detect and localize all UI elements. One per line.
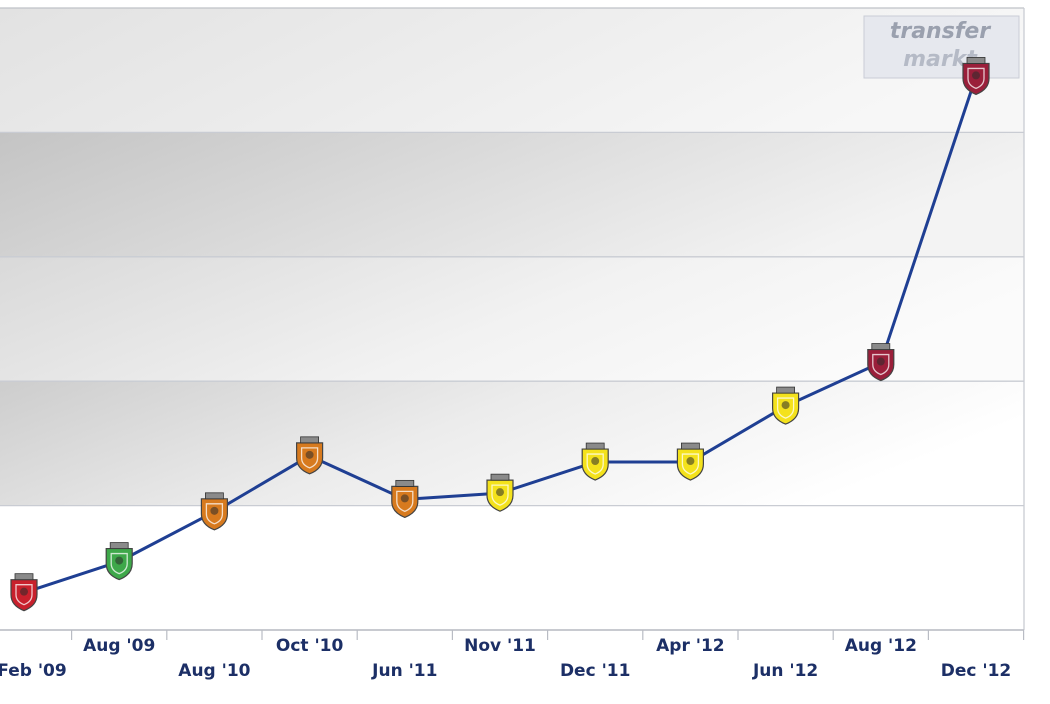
watermark-line1: transfer bbox=[890, 19, 991, 44]
badge-crown bbox=[109, 542, 129, 549]
x-tick-label: Aug '10 bbox=[178, 661, 250, 681]
data-point-braga-red-white bbox=[10, 573, 38, 612]
club-badge-inner bbox=[681, 453, 700, 475]
x-tick-label: Dec '11 bbox=[560, 661, 631, 681]
background-band bbox=[0, 256, 1024, 382]
data-point-vaslui-yellow bbox=[486, 473, 514, 512]
badge-crown bbox=[681, 442, 700, 450]
x-tick-label: Nov '11 bbox=[464, 636, 536, 656]
data-point-vaslui-yellow bbox=[676, 442, 705, 481]
badge-crown bbox=[395, 479, 415, 487]
data-point-rio-ave-orange bbox=[391, 479, 419, 519]
club-badge-inner bbox=[110, 552, 128, 575]
badge-emblem bbox=[305, 450, 314, 459]
badge-emblem bbox=[496, 488, 504, 497]
x-tick-label: Feb '09 bbox=[0, 661, 67, 681]
club-badge-inner bbox=[967, 67, 985, 90]
watermark-box bbox=[863, 15, 1020, 79]
background-band bbox=[0, 8, 1024, 133]
club-badge-inner bbox=[396, 490, 414, 513]
badge-crown bbox=[204, 492, 224, 500]
watermark-logo: transfer markt bbox=[863, 15, 1020, 79]
club-badge-inner bbox=[872, 353, 890, 376]
badge-emblem bbox=[972, 71, 980, 80]
badge-crown bbox=[585, 442, 605, 450]
badge-emblem bbox=[686, 457, 695, 466]
x-tick-labels: Feb '09 Aug '09 Aug '10 Oct '10 Jun '11 Nov '… bbox=[0, 636, 1011, 681]
club-badge-inner bbox=[491, 484, 509, 506]
background-band bbox=[0, 132, 1024, 258]
badge-crown bbox=[300, 436, 320, 444]
x-tick-label: Aug '12 bbox=[845, 636, 917, 656]
badge-emblem bbox=[115, 556, 124, 565]
data-point-cfr-cluj-maroon bbox=[867, 343, 895, 382]
badge-emblem bbox=[876, 357, 885, 366]
badge-emblem bbox=[591, 457, 600, 466]
badge-crown bbox=[776, 386, 795, 394]
badge-crown bbox=[966, 57, 986, 64]
data-point-vaslui-yellow bbox=[581, 442, 609, 481]
data-point-vaslui-yellow bbox=[771, 386, 800, 425]
x-axis bbox=[0, 629, 1025, 640]
data-point-rio-ave-orange bbox=[296, 436, 324, 475]
x-tick-label: Dec '12 bbox=[941, 661, 1012, 681]
club-badge-inner bbox=[776, 397, 795, 419]
club-badge-inner bbox=[15, 584, 33, 606]
club-badge-inner bbox=[205, 503, 224, 525]
badge-crown bbox=[871, 343, 891, 350]
badge-emblem bbox=[781, 401, 790, 410]
data-point-setubal-green bbox=[105, 542, 133, 581]
club-badge-inner bbox=[300, 447, 319, 469]
badge-crown bbox=[14, 573, 34, 581]
plot-background bbox=[0, 8, 1024, 631]
x-tick-label: Apr '12 bbox=[656, 636, 725, 656]
data-point-rio-ave-orange bbox=[200, 492, 228, 531]
data-points bbox=[10, 57, 990, 612]
x-tick-label: Jun '12 bbox=[752, 661, 818, 681]
data-point-cfr-cluj-maroon bbox=[962, 57, 990, 96]
badge-emblem bbox=[210, 506, 219, 515]
club-badge-inner bbox=[586, 453, 604, 475]
x-tick-label: Oct '10 bbox=[276, 636, 344, 656]
badge-emblem bbox=[20, 587, 28, 596]
x-tick-label: Jun '11 bbox=[371, 661, 437, 681]
x-tick-label: Aug '09 bbox=[83, 636, 155, 656]
badge-emblem bbox=[400, 494, 409, 503]
badge-crown bbox=[490, 473, 510, 481]
background-band bbox=[0, 505, 1024, 631]
